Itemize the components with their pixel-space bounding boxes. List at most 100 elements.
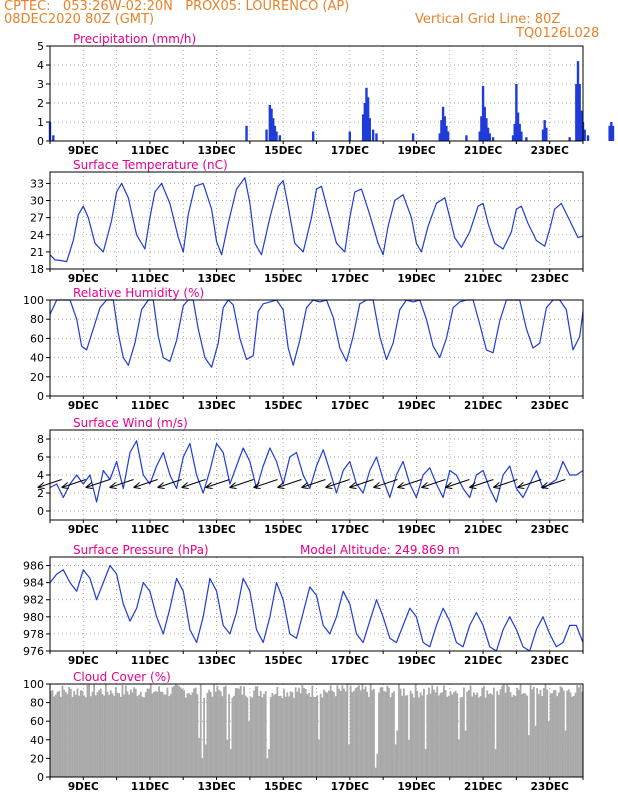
wind-vector [301,479,326,488]
cloud-bar [121,685,124,777]
cloud-bar [512,695,515,777]
wind-vector [469,479,494,488]
cloud-bar [519,684,522,777]
cloud-bar [251,697,254,777]
cloud-bar [338,688,340,777]
y-tick-label: 984 [23,577,44,590]
cloud-bar [216,685,219,777]
wind-vector [205,479,230,488]
cloud-bar [273,694,275,777]
cloud-bar [96,692,99,777]
cloud-bar [144,692,147,777]
cloud-bar [408,739,410,777]
y-tick-label: 978 [23,628,44,641]
cloud-bar [343,688,345,777]
x-tick-label: 15DEC [264,273,303,285]
wind-arrowhead [229,482,237,489]
precip-bar [371,129,375,141]
cloud-bar [458,739,460,777]
cloud-bar [319,693,322,777]
model-altitude: Model Altitude: 249.869 m [300,543,460,557]
cloud-bar [368,696,370,777]
cloud-bar [391,692,394,777]
cloud-bar [166,687,169,777]
precip-bar [368,118,371,141]
panel-title: Precipitation (mm/h) [73,32,196,46]
cloud-bar [534,725,537,777]
cloud-bar [577,687,580,777]
cloud-bar [491,694,494,777]
wind-arrowhead [85,482,93,489]
wind-arrowhead [517,482,525,489]
x-tick-label: 13DEC [197,655,236,667]
precip-bar [445,125,448,141]
precip-bar [516,112,520,141]
y-tick-label: 2 [37,97,44,110]
precip-bar [478,131,481,141]
cloud-bar [206,692,209,777]
cloud-bar [564,730,567,777]
precip-bar [575,84,578,141]
cloud-bar [316,695,319,777]
cloud-bar [98,690,101,777]
cloud-bar [366,691,369,777]
wind-arrowhead [157,482,165,489]
cloud-bar [527,735,530,777]
y-tick-label: 0 [37,771,44,784]
y-tick-label: 60 [30,715,44,728]
cloud-bar [123,694,126,777]
cloud-bar [388,687,390,777]
cloud-bar [68,687,71,777]
wind-arrowhead [37,482,45,489]
y-tick-label: 6 [37,451,44,464]
precip-bar [480,116,483,141]
cloud-bar [101,694,104,777]
x-tick-label: 19DEC [397,273,436,285]
cloud-bar [346,684,349,777]
cloud-bar [369,684,372,777]
cloud-bar [492,687,495,777]
wind-arrowhead [277,482,285,489]
x-tick-label: 11DEC [131,655,170,667]
y-tick-label: 18 [30,263,44,276]
cloud-bar [244,695,247,777]
header-line-1: CPTEC: 053:26W-02:20N PROX05: LOURENCO (… [4,0,350,14]
cloud-bar [84,697,87,777]
precip-bar [483,106,486,141]
header-line-2: 08DEC2020 80Z (GMT) [4,12,155,27]
x-tick-label: 17DEC [331,145,370,157]
cloud-bar [49,691,52,777]
y-tick-label: 8 [37,433,44,446]
panel-frame [49,556,584,652]
cloud-bar [484,697,487,777]
x-tick-label: 17DEC [331,524,370,536]
cloud-bar [354,688,357,777]
cloud-bar [479,696,482,777]
precip-bar [446,131,450,141]
precip-bar [465,135,468,141]
wind-vector [397,479,422,488]
cloud-bar [507,686,510,777]
cloud-bar [379,687,382,777]
wind-vector [493,479,518,488]
cloud-bar [556,696,559,777]
cloud-bar [546,689,549,777]
x-tick-label: 15DEC [264,145,303,157]
precip-bar [586,135,590,141]
x-tick-label: 23DEC [531,273,570,285]
wind-arrowhead [181,482,189,489]
cloud-bar [61,685,64,777]
cloud-bar [561,687,564,777]
cloud-bar [446,696,449,777]
cloud-bar [104,684,107,777]
x-tick-label: 21DEC [464,273,503,285]
cloud-bar [506,684,509,777]
cloud-bar [554,690,557,777]
cloud-bar [239,685,242,777]
cloud-bar [383,690,385,777]
y-tick-label: 100 [23,294,44,307]
cloud-bar [69,688,72,777]
cloud-bar [186,693,189,777]
wind-vector [517,479,542,488]
